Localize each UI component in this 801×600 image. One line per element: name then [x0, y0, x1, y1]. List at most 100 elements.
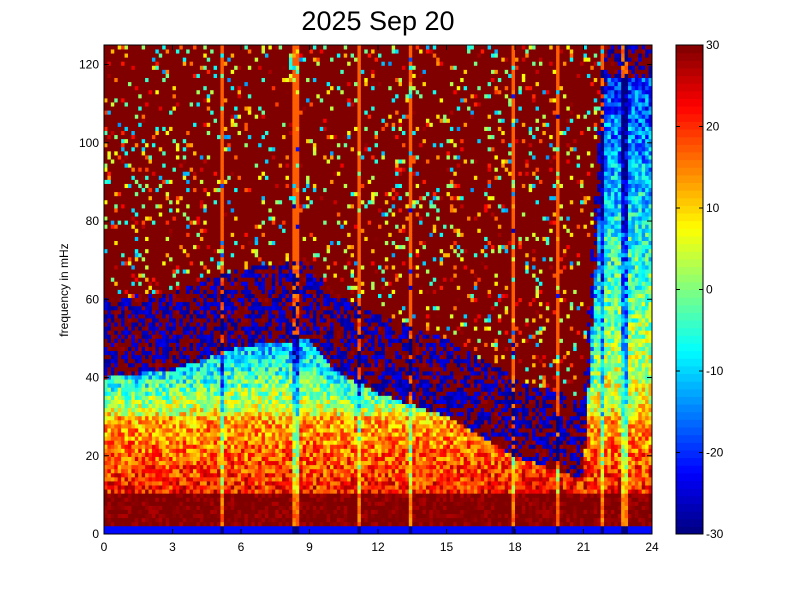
heatmap-cell [223, 110, 228, 115]
heatmap-cell [104, 224, 108, 229]
heatmap-cell [220, 313, 225, 319]
heatmap-cell [196, 338, 201, 343]
heatmap-cell [244, 452, 249, 457]
heatmap-cell [121, 273, 125, 278]
heatmap-cell [138, 342, 143, 347]
heatmap-cell [104, 387, 108, 392]
heatmap-cell [114, 423, 119, 429]
heatmap-cell [169, 45, 173, 50]
heatmap-cell [210, 501, 214, 506]
heatmap-cell [189, 440, 194, 445]
heatmap-cell [189, 73, 194, 78]
heatmap-cell [213, 529, 218, 535]
heatmap-cell [131, 216, 136, 221]
heatmap-cell [193, 326, 197, 331]
heatmap-cell [227, 403, 232, 409]
heatmap-cell [131, 97, 136, 103]
heatmap-cell [182, 354, 187, 360]
heatmap-cell [138, 334, 143, 339]
heatmap-cell [182, 269, 187, 274]
heatmap-cell [117, 330, 122, 335]
heatmap-cell [110, 525, 115, 531]
heatmap-cell [206, 456, 211, 462]
heatmap-cell [134, 293, 139, 299]
heatmap-cell [234, 85, 238, 91]
heatmap-cell [172, 456, 177, 462]
heatmap-cell [158, 142, 163, 148]
heatmap-cell [189, 517, 194, 523]
heatmap-cell [148, 362, 153, 368]
heatmap-cell [193, 281, 197, 286]
heatmap-cell [203, 415, 208, 421]
heatmap-cell [114, 529, 119, 535]
heatmap-cell [134, 281, 139, 286]
heatmap-cell [186, 281, 191, 286]
heatmap-cell [193, 89, 197, 95]
heatmap-cell [213, 436, 218, 441]
heatmap-cell [124, 114, 129, 119]
heatmap-cell [138, 293, 143, 299]
heatmap-cell [172, 228, 177, 233]
heatmap-cell [110, 220, 115, 225]
heatmap-cell [141, 150, 146, 156]
heatmap-cell [107, 529, 112, 535]
heatmap-cell [155, 346, 160, 352]
heatmap-cell [179, 65, 184, 70]
heatmap-cell [114, 448, 119, 453]
heatmap-cell [124, 77, 129, 83]
heatmap-cell [155, 236, 160, 241]
heatmap-cell [175, 269, 180, 274]
heatmap-cell [158, 513, 163, 519]
heatmap-cell [193, 265, 197, 270]
heatmap-cell [114, 485, 119, 490]
heatmap-cell [237, 529, 242, 535]
heatmap-cell [237, 330, 242, 335]
heatmap-cell [145, 460, 149, 466]
heatmap-cell [210, 318, 214, 323]
heatmap-cell [145, 338, 149, 343]
heatmap-cell [134, 289, 139, 294]
heatmap-cell [110, 415, 115, 421]
heatmap-cell [237, 375, 242, 380]
heatmap-cell [145, 301, 149, 307]
heatmap-cell [210, 476, 214, 482]
heatmap-cell [145, 208, 149, 213]
heatmap-cell [158, 468, 163, 474]
heatmap-cell [138, 240, 143, 246]
heatmap-cell [220, 130, 225, 136]
heatmap-cell [145, 293, 149, 299]
heatmap-cell [244, 322, 249, 327]
heatmap-cell [223, 432, 228, 437]
heatmap-cell [237, 305, 242, 311]
heatmap-cell [227, 265, 232, 270]
heatmap-cell [114, 375, 119, 380]
heatmap-cell [175, 338, 180, 343]
heatmap-cell [182, 293, 187, 299]
heatmap-cell [127, 171, 132, 176]
heatmap-cell [138, 45, 143, 50]
heatmap-cell [134, 106, 139, 111]
heatmap-cell [151, 346, 156, 352]
heatmap-cell [234, 220, 238, 225]
heatmap-cell [138, 350, 143, 356]
heatmap-cell [155, 277, 160, 282]
heatmap-cell [131, 313, 136, 319]
heatmap-cell [213, 236, 218, 241]
heatmap-cell [165, 73, 170, 78]
heatmap-cell [230, 183, 235, 189]
heatmap-cell [237, 163, 242, 168]
heatmap-cell [175, 476, 180, 482]
heatmap-cell [230, 509, 235, 515]
heatmap-cell [148, 73, 153, 78]
heatmap-cell [131, 460, 136, 466]
heatmap-cell [182, 260, 187, 266]
heatmap-cell [155, 529, 160, 535]
heatmap-cell [145, 212, 149, 217]
heatmap-cell [124, 383, 129, 388]
heatmap-cell [196, 285, 201, 290]
heatmap-cell [114, 391, 119, 396]
heatmap-cell [107, 525, 112, 531]
heatmap-cell [121, 318, 125, 323]
heatmap-cell [107, 326, 112, 331]
heatmap-cell [110, 436, 115, 441]
